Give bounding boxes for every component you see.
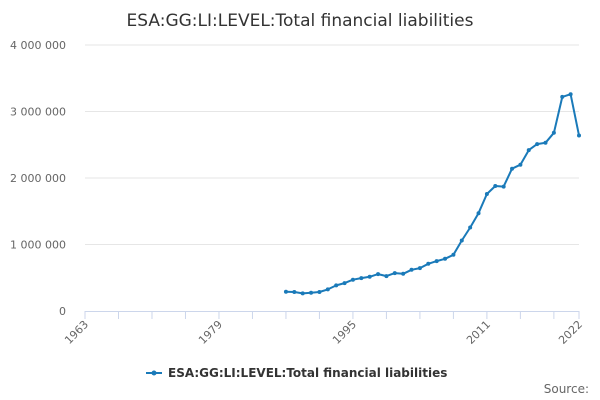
- y-tick-label: 3 000 000: [10, 106, 66, 119]
- x-tick-label: 2011: [464, 318, 493, 347]
- y-tick-label: 1 000 000: [10, 239, 66, 252]
- data-point[interactable]: [426, 261, 431, 266]
- data-point[interactable]: [359, 276, 364, 281]
- data-point[interactable]: [526, 148, 531, 153]
- data-point[interactable]: [577, 133, 581, 138]
- y-tick-label: 0: [59, 305, 66, 318]
- data-point[interactable]: [510, 166, 515, 171]
- data-point[interactable]: [350, 277, 355, 282]
- x-tick-label: 1979: [196, 318, 225, 347]
- legend-label[interactable]: ESA:GG:LI:LEVEL:Total financial liabilit…: [168, 366, 447, 380]
- data-point[interactable]: [468, 225, 473, 230]
- data-point[interactable]: [376, 272, 381, 277]
- data-point[interactable]: [401, 271, 406, 276]
- data-point[interactable]: [317, 290, 322, 295]
- data-point[interactable]: [443, 256, 448, 261]
- data-point[interactable]: [451, 252, 456, 257]
- data-point[interactable]: [551, 130, 556, 135]
- x-tick-label: 1963: [62, 318, 91, 347]
- data-point[interactable]: [493, 183, 498, 188]
- data-point[interactable]: [560, 94, 565, 99]
- x-axis: 1963 1979 1995 2011 2022: [62, 311, 585, 347]
- data-point[interactable]: [325, 287, 330, 292]
- data-point[interactable]: [309, 290, 314, 295]
- data-point[interactable]: [283, 289, 288, 294]
- data-point[interactable]: [535, 142, 540, 147]
- data-point[interactable]: [384, 274, 389, 279]
- data-point[interactable]: [434, 259, 439, 264]
- series-group: [283, 92, 581, 296]
- data-point[interactable]: [484, 191, 489, 196]
- data-point[interactable]: [334, 283, 339, 288]
- data-point[interactable]: [417, 266, 422, 271]
- data-point[interactable]: [409, 267, 414, 272]
- data-point[interactable]: [367, 274, 372, 279]
- data-point[interactable]: [459, 238, 464, 243]
- data-point[interactable]: [292, 290, 297, 295]
- y-tick-label: 4 000 000: [10, 39, 66, 52]
- data-point[interactable]: [568, 92, 573, 97]
- series-line: [284, 93, 580, 295]
- chart-title: ESA:GG:LI:LEVEL:Total financial liabilit…: [127, 11, 474, 31]
- source-label: Source:: [544, 382, 589, 396]
- x-tick-label: 1995: [330, 318, 359, 347]
- data-point[interactable]: [342, 281, 347, 286]
- data-point[interactable]: [501, 184, 506, 189]
- legend[interactable]: ESA:GG:LI:LEVEL:Total financial liabilit…: [146, 366, 447, 380]
- data-point[interactable]: [543, 140, 548, 145]
- y-tick-label: 2 000 000: [10, 172, 66, 185]
- data-point[interactable]: [518, 162, 523, 167]
- y-axis-ticks: 0 1 000 000 2 000 000 3 000 000 4 000 000: [10, 39, 66, 318]
- data-point[interactable]: [392, 271, 397, 276]
- x-tick-label: 2022: [556, 318, 585, 347]
- data-point[interactable]: [300, 291, 305, 296]
- legend-marker-icon: [151, 370, 157, 376]
- data-point[interactable]: [476, 211, 481, 216]
- grid-lines: [85, 44, 579, 245]
